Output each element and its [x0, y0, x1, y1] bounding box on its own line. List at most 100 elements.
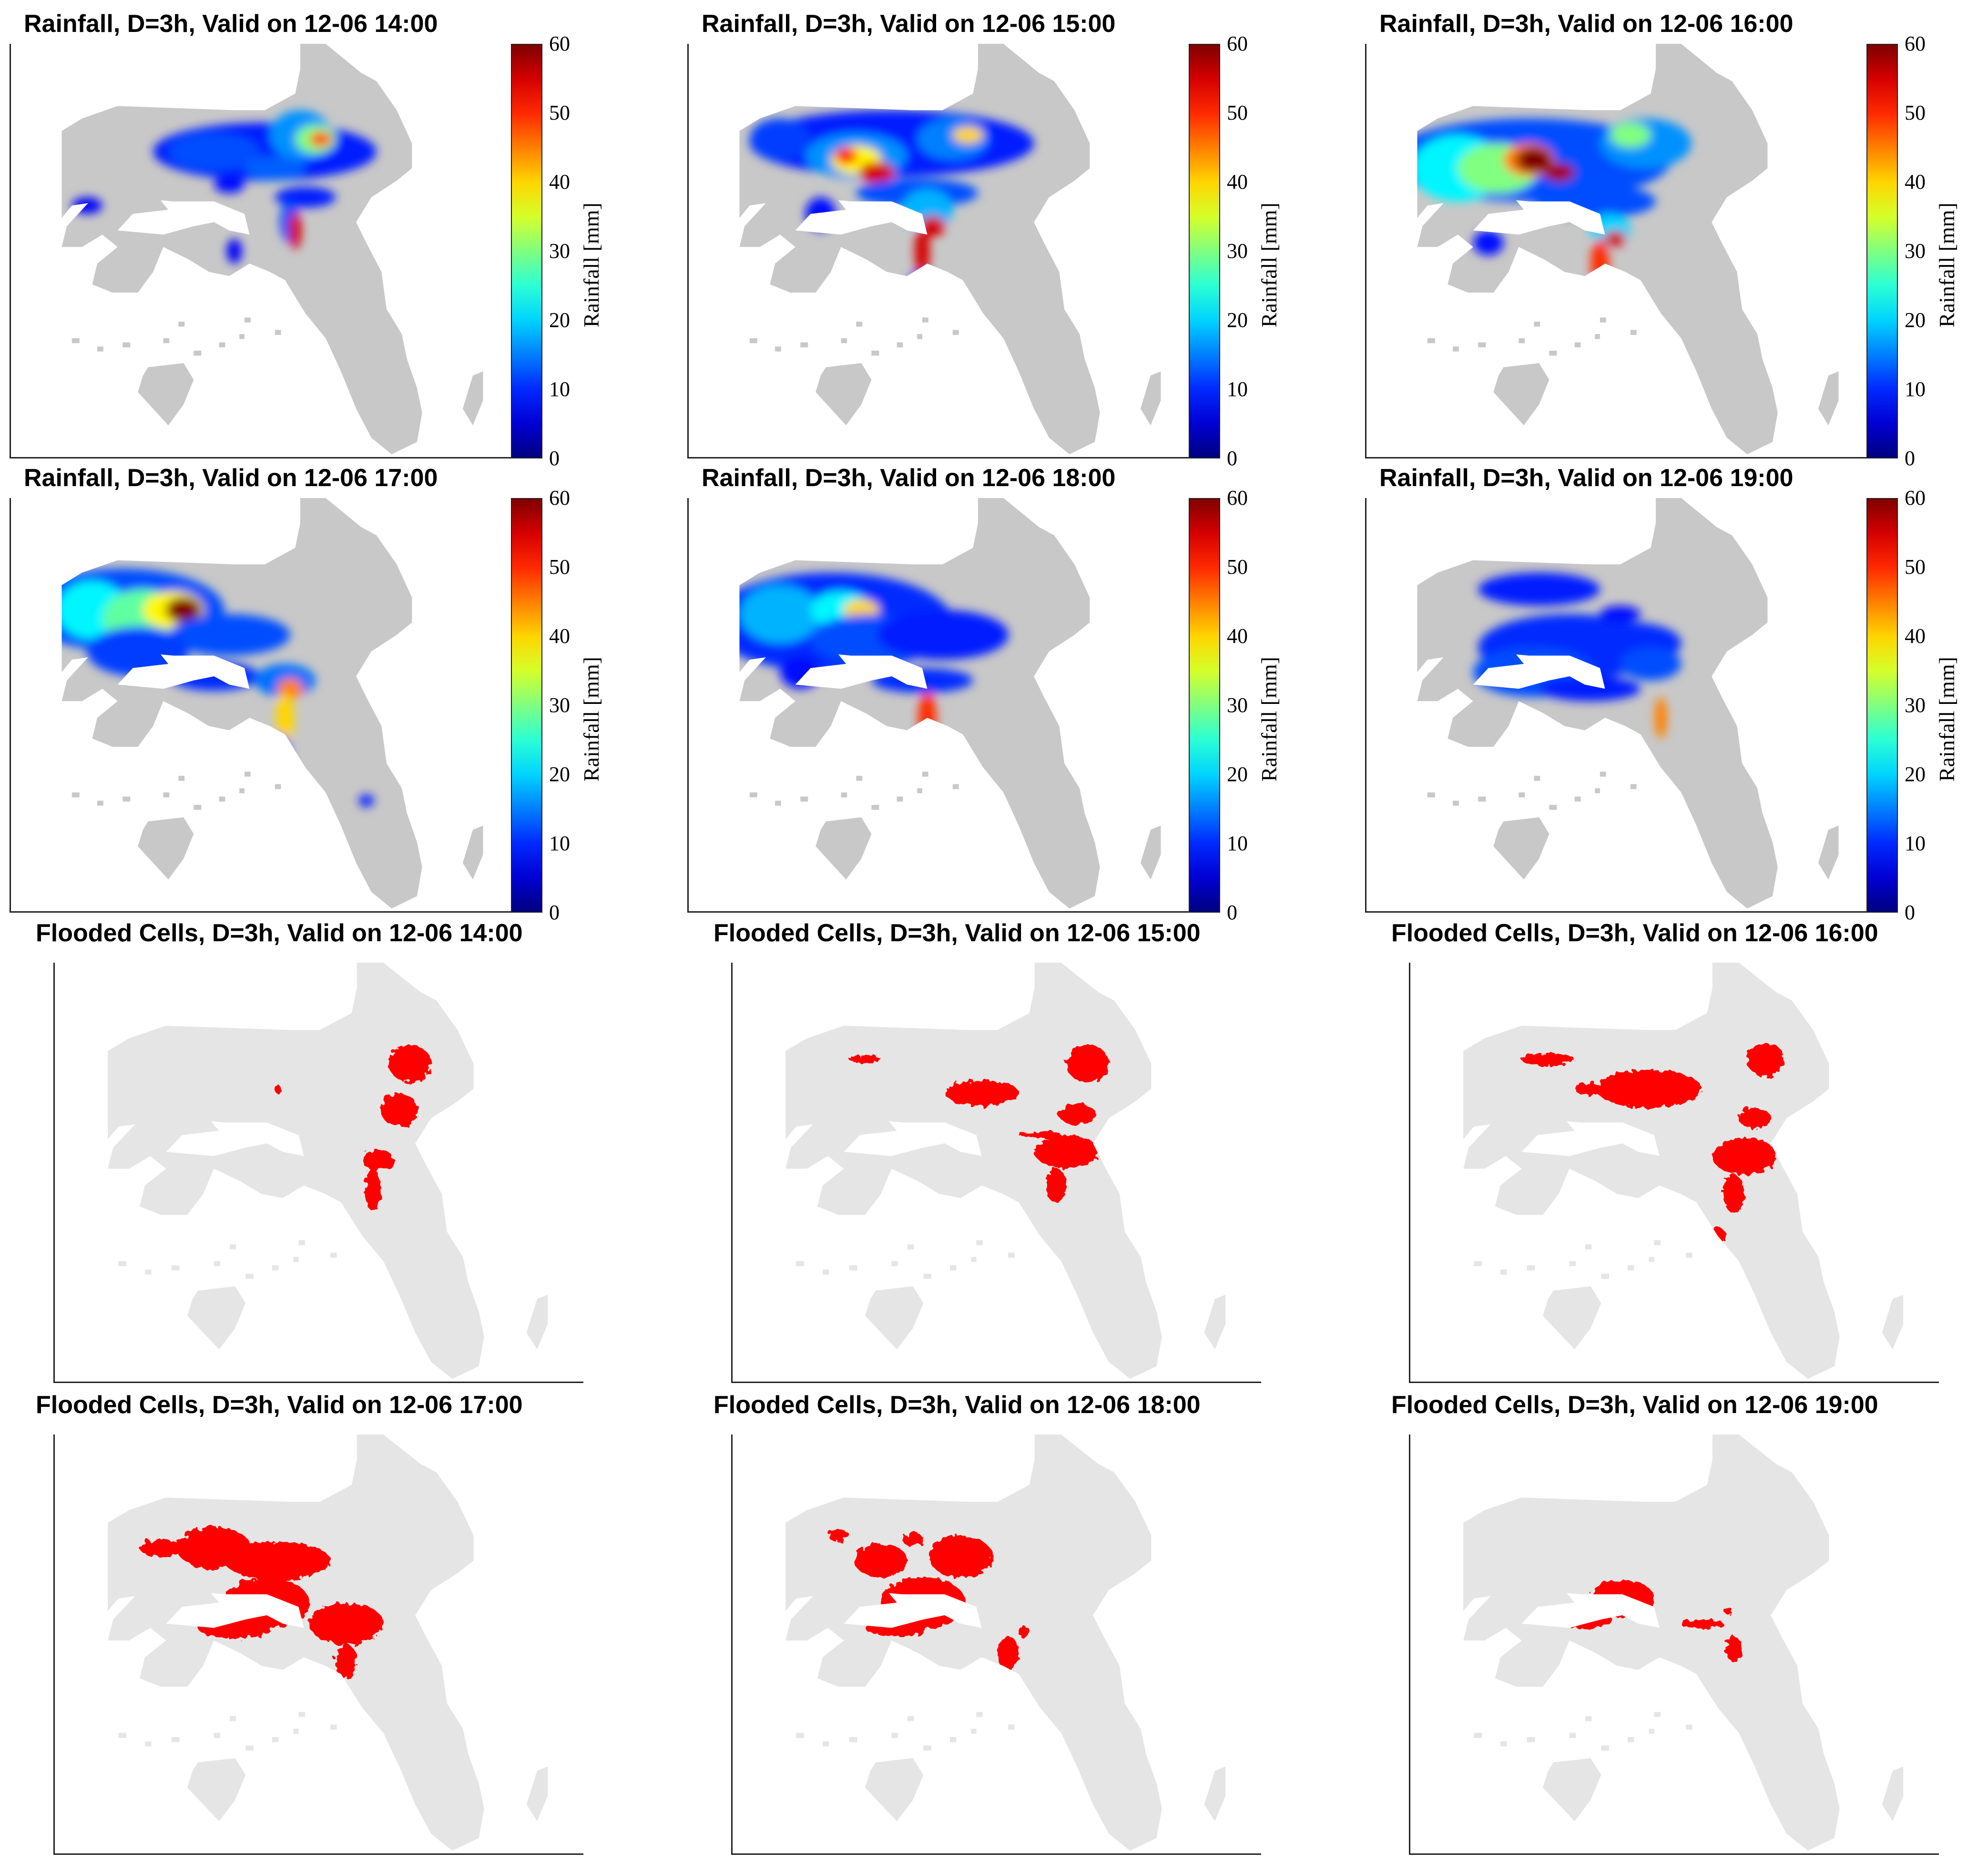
- rainfall-field: [61, 568, 374, 807]
- rain-cell-13: [358, 794, 374, 807]
- colorbar-tick-label: 40: [549, 170, 570, 193]
- colorbar-label: Rainfall [mm]: [1257, 203, 1281, 327]
- panel-title: Rainfall, D=3h, Valid on 12-06 15:00: [702, 10, 1116, 38]
- islet-5: [1627, 1737, 1634, 1742]
- flood-cluster-2: [224, 1577, 309, 1628]
- flood-cluster-1: [1559, 1611, 1612, 1628]
- islet-1: [97, 346, 103, 352]
- mainland: [1463, 1435, 1840, 1851]
- rain-land: [739, 498, 1161, 909]
- flood-cluster-3: [365, 1169, 381, 1211]
- island-1: [526, 1766, 548, 1821]
- island-1: [1204, 1294, 1226, 1350]
- flood-cluster-5: [336, 1645, 357, 1679]
- rain-cell-13: [1644, 334, 1657, 351]
- island-0: [865, 1286, 924, 1350]
- colorbar-tick-label: 60: [1905, 32, 1926, 55]
- flood-cluster-3: [1034, 1135, 1099, 1169]
- island-1: [1882, 1766, 1904, 1821]
- colorbar-tick-label: 10: [549, 832, 570, 855]
- flood-cluster-5: [1019, 1626, 1030, 1638]
- flood-panel-4: Flooded Cells, D=3h, Valid on 12-06 18:0…: [678, 1382, 1310, 1855]
- flood-cluster-1: [380, 1093, 418, 1127]
- flood-cluster-2: [362, 1150, 394, 1171]
- mainland: [108, 963, 484, 1379]
- flood-cluster-4: [309, 1602, 384, 1645]
- flood-cluster-0: [1066, 1044, 1109, 1083]
- flooded-cells: [274, 1044, 431, 1211]
- rain-cell-7: [1600, 606, 1641, 622]
- rain-cell-6: [275, 187, 336, 208]
- island-1: [526, 1294, 548, 1350]
- flood-cluster-4: [998, 1636, 1019, 1670]
- colorbar-tick-label: 60: [1227, 32, 1248, 55]
- rainfall-panel-3: Rainfall, D=3h, Valid on 12-06 17:00 0 10 2…: [0, 454, 632, 923]
- island-0: [1493, 817, 1550, 880]
- islet-10: [1712, 1219, 1718, 1224]
- colorbar-label: Rainfall [mm]: [1935, 203, 1959, 327]
- islet-5: [897, 796, 903, 802]
- islet-5: [949, 1737, 957, 1742]
- map-canvas: [739, 44, 1161, 455]
- colorbar-tick-label: 20: [1227, 308, 1248, 332]
- islet-5: [1574, 796, 1581, 802]
- island-1: [1140, 825, 1161, 880]
- colorbar-tick-label: 0: [1905, 447, 1915, 470]
- rain-cell-7: [918, 692, 937, 743]
- islet-0: [796, 1261, 805, 1266]
- colorbar-tick-label: 0: [1227, 447, 1237, 470]
- rain-cell-9: [780, 655, 821, 689]
- islet-8: [178, 775, 185, 781]
- mainland: [1463, 963, 1840, 1379]
- colorbar-tick-label: 10: [1227, 377, 1248, 401]
- island-0: [816, 363, 872, 426]
- colorbar-tick-label: 50: [1905, 555, 1926, 579]
- rain-cell-7: [71, 197, 102, 214]
- flood-land: [1463, 963, 1904, 1379]
- islet-8: [229, 1716, 236, 1721]
- islet-6: [1595, 334, 1600, 339]
- islet-9: [1600, 772, 1606, 777]
- islet-5: [272, 1265, 279, 1271]
- islet-8: [856, 775, 863, 781]
- panel-title: Rainfall, D=3h, Valid on 12-06 17:00: [24, 464, 438, 492]
- panel-title: Rainfall, D=3h, Valid on 12-06 18:00: [702, 464, 1116, 492]
- rain-cell-11: [914, 226, 930, 276]
- map-axes: [731, 1435, 1261, 1855]
- flood-cluster-6: [1000, 1684, 1016, 1698]
- islet-7: [330, 1252, 337, 1258]
- colorbar-tick-label: 60: [549, 32, 570, 55]
- islet-5: [949, 1265, 957, 1271]
- rain-cell-11: [1590, 238, 1610, 289]
- map-canvas: [1463, 963, 1904, 1379]
- rain-land: [1417, 498, 1839, 909]
- map-axes: [1365, 498, 1873, 913]
- rain-cell-10: [1605, 230, 1626, 247]
- islet-2: [849, 1265, 857, 1271]
- map-canvas: [785, 963, 1226, 1379]
- panel-title: Flooded Cells, D=3h, Valid on 12-06 14:0…: [36, 919, 523, 947]
- island-0: [865, 1758, 924, 1821]
- islet-5: [897, 342, 903, 347]
- islet-6: [1649, 1257, 1654, 1262]
- colorbar-tick-label: 50: [1905, 101, 1926, 124]
- map-canvas: [61, 498, 483, 909]
- colorbar-tick-label: 20: [549, 763, 570, 786]
- flood-cluster-3: [1725, 1636, 1742, 1662]
- island-1: [462, 825, 483, 880]
- panel-title: Flooded Cells, D=3h, Valid on 12-06 18:0…: [714, 1391, 1201, 1419]
- island-1: [1818, 825, 1839, 880]
- islet-10: [978, 296, 983, 302]
- islet-1: [823, 1269, 829, 1275]
- island-0: [138, 363, 194, 426]
- flood-panel-1: Flooded Cells, D=3h, Valid on 12-06 15:0…: [678, 910, 1310, 1383]
- rain-cell-7: [952, 127, 983, 143]
- islet-2: [800, 796, 808, 802]
- rain-cell-4: [165, 597, 202, 622]
- flood-cluster-4: [1724, 1607, 1733, 1615]
- colorbar: [1866, 498, 1898, 913]
- panel-title: Rainfall, D=3h, Valid on 12-06 19:00: [1379, 464, 1794, 492]
- flood-cluster-7: [139, 1539, 182, 1557]
- islet-7: [1008, 1724, 1015, 1730]
- islet-2: [1478, 796, 1486, 802]
